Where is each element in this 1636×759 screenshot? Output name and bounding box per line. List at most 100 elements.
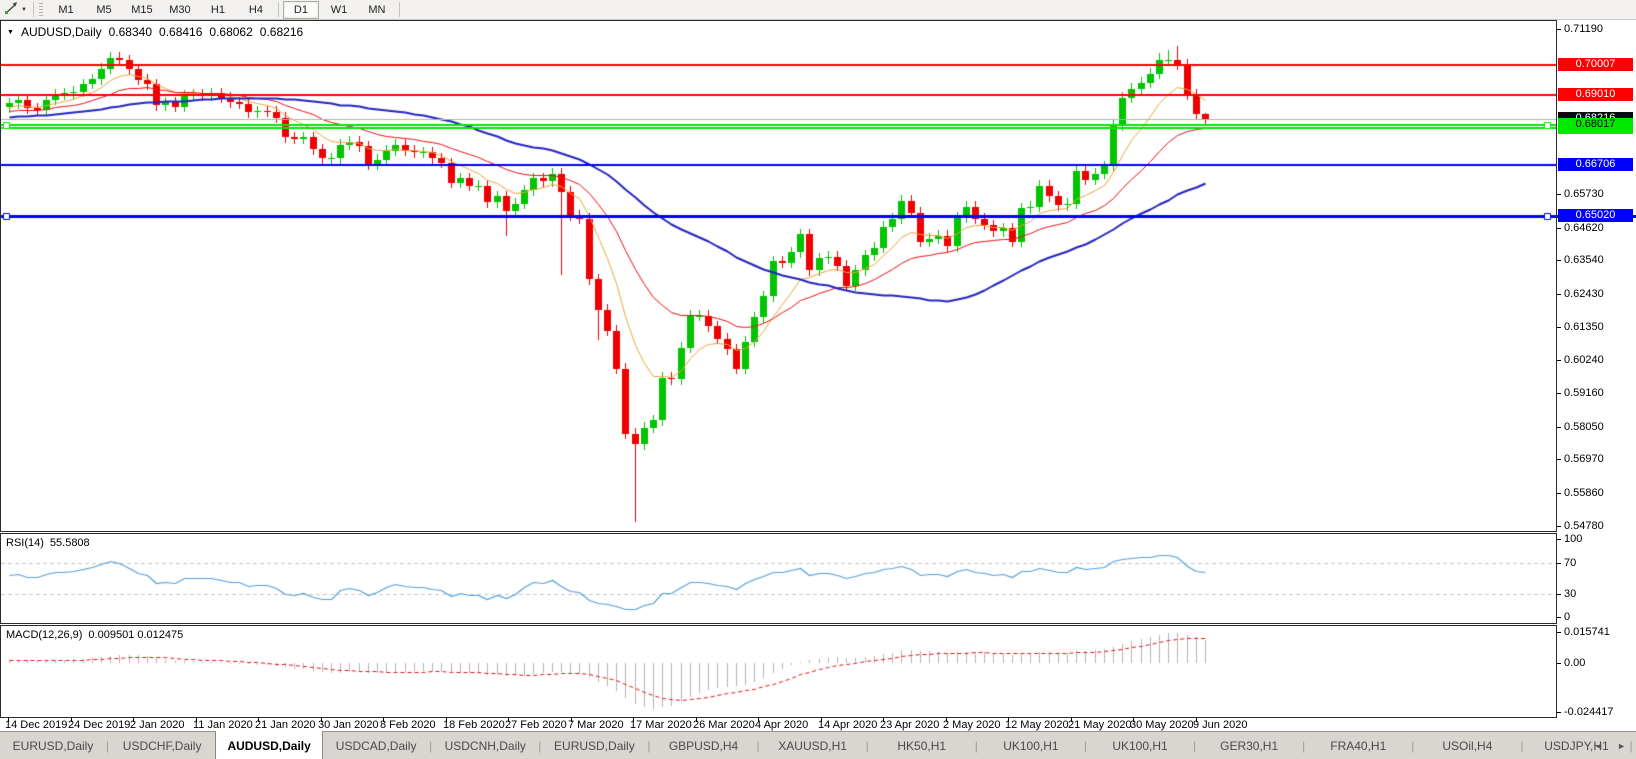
chart-tab-fra40-h1[interactable]: FRA40,H1 (1330, 739, 1387, 753)
timeframe-button-h4[interactable]: H4 (248, 3, 263, 16)
tab-separator: | (1083, 739, 1087, 753)
axis-tick-mark (1557, 493, 1561, 494)
chart-tab-hk50-h1[interactable]: HK50,H1 (897, 739, 947, 753)
date-label: 14 Dec 2019 (5, 719, 68, 731)
date-label: 26 Mar 2020 (693, 719, 755, 731)
chart-tab-usdchf-daily[interactable]: USDCHF,Daily (122, 739, 202, 753)
price-line-tag-0.69010[interactable]: 0.69010 (1558, 88, 1633, 101)
line-tool-button[interactable]: ▼ (0, 1, 30, 18)
axis-tick-mark (1557, 459, 1561, 460)
date-label: 30 Jan 2020 (318, 719, 379, 731)
price-line-tag-0.70007[interactable]: 0.70007 (1558, 58, 1633, 71)
date-label: 2 May 2020 (943, 719, 1001, 731)
price-line-tag-0.66706[interactable]: 0.66706 (1558, 158, 1633, 171)
chart-tab-gbpusd-h4[interactable]: GBPUSD,H4 (668, 739, 739, 753)
chart-tab-usdjpy-h1[interactable]: USDJPY,H1 (1544, 739, 1609, 753)
axis-label: 0.59160 (1564, 387, 1604, 399)
date-label: 30 May 2020 (1130, 719, 1194, 731)
axis-tick-mark (1557, 594, 1561, 595)
tab-scroll-right-icon[interactable]: ► (1617, 741, 1626, 751)
timeframe-button-w1[interactable]: W1 (330, 3, 348, 16)
timeframe-button-mn[interactable]: MN (368, 3, 386, 16)
date-tick-mark (1071, 718, 1072, 722)
axis-label: 70 (1564, 557, 1577, 569)
axis-label: 0.64620 (1564, 222, 1604, 234)
macd-values: 0.009501 0.012475 (88, 629, 184, 641)
axis-tick-mark (1557, 393, 1561, 394)
chart-tab-eurusd-daily[interactable]: EURUSD,Daily (12, 739, 94, 753)
date-label: 18 Feb 2020 (443, 719, 505, 731)
date-label: 11 Jan 2020 (193, 719, 253, 731)
date-label: 14 Apr 2020 (818, 719, 878, 731)
axis-label: 0.61350 (1564, 321, 1604, 333)
date-tick-mark (571, 718, 572, 722)
chart-tab-eurusd-daily[interactable]: EURUSD,Daily (554, 739, 635, 753)
date-tick-mark (883, 718, 884, 722)
axis-tick-mark (1557, 29, 1561, 30)
ohlc-open: 0.68340 (108, 25, 153, 39)
tab-separator: | (1193, 739, 1197, 753)
chart-tab-audusd-daily[interactable]: AUDUSD,Daily (215, 731, 324, 759)
axis-label: 0.55860 (1564, 487, 1604, 499)
date-label: 17 Mar 2020 (630, 719, 692, 731)
timeframe-button-m30[interactable]: M30 (169, 3, 191, 16)
axis-label: 0.56970 (1564, 453, 1604, 465)
axis-tick-mark (1557, 360, 1561, 361)
rsi-label: RSI(14) 55.5808 (6, 537, 90, 549)
toolbar-grip-handle[interactable] (38, 3, 43, 16)
macd-label: MACD(12,26,9) 0.009501 0.012475 (6, 629, 183, 641)
date-label: 12 May 2020 (1005, 719, 1069, 731)
price-line-tag-0.65020[interactable]: 0.65020 (1558, 209, 1633, 222)
date-label: 23 Apr 2020 (880, 719, 940, 731)
timeframe-button-m1[interactable]: M1 (58, 3, 74, 16)
timeframe-button-h1[interactable]: H1 (210, 3, 225, 16)
price-chart-canvas[interactable] (1, 21, 1556, 531)
line-tool-icon (4, 1, 19, 18)
date-tick-mark (821, 718, 822, 722)
dropdown-caret-icon[interactable]: ▼ (21, 6, 27, 13)
axis-label: 0.62430 (1564, 288, 1604, 300)
axis-label: 0.00 (1564, 657, 1586, 669)
axis-label: 100 (1564, 533, 1583, 545)
macd-canvas[interactable] (1, 626, 1556, 717)
tab-separator: | (1411, 739, 1415, 753)
timeframe-button-d1[interactable]: D1 (282, 0, 319, 19)
date-tick-mark (258, 718, 259, 722)
tab-scroll-left-icon[interactable]: ◄ (1594, 741, 1604, 751)
tab-separator: | (429, 739, 433, 753)
date-tick-mark (1008, 718, 1009, 722)
axis-tick-mark (1557, 526, 1561, 527)
timeframe-button-m15[interactable]: M15 (131, 3, 153, 16)
tab-separator: | (865, 739, 869, 753)
tab-separator: | (1629, 739, 1633, 753)
axis-label: 0.65730 (1564, 188, 1604, 200)
toolbar-separator (398, 2, 400, 17)
tab-separator: | (974, 739, 978, 753)
chart-tab-usoil-h4[interactable]: USOil,H4 (1442, 739, 1493, 753)
tab-scroll-arrows: ◄ ► (1594, 732, 1626, 759)
rsi-canvas[interactable] (1, 534, 1556, 623)
date-tick-mark (383, 718, 384, 722)
rsi-name: RSI(14) (6, 537, 44, 549)
chart-tab-uk100-h1[interactable]: UK100,H1 (1003, 739, 1059, 753)
timeframe-button-m5[interactable]: M5 (96, 3, 112, 16)
chart-tab-xauusd-h1[interactable]: XAUUSD,H1 (778, 739, 847, 753)
price-line-tag-0.68017[interactable]: 0.68017 (1558, 118, 1633, 131)
toolbar-separator (277, 2, 279, 17)
chart-tab-ger30-h1[interactable]: GER30,H1 (1220, 739, 1279, 753)
date-tick-mark (1133, 718, 1134, 722)
axis-tick-mark (1557, 563, 1561, 564)
chart-tab-usdcad-daily[interactable]: USDCAD,Daily (335, 739, 417, 753)
time-axis[interactable]: 14 Dec 2019 24 Dec 2019 2 Jan 2020 11 Jan 2… (0, 718, 1636, 731)
date-tick-mark (71, 718, 72, 722)
chart-tab-uk100-h1[interactable]: UK100,H1 (1112, 739, 1168, 753)
chart-tab-dj30-daily[interactable]: DJ30,Daily (1633, 732, 1636, 759)
tab-separator: | (106, 739, 110, 753)
chart-tab-usdcnh-daily[interactable]: USDCNH,Daily (444, 739, 526, 753)
rsi-indicator-pane: RSI(14) 55.5808 (0, 533, 1557, 624)
title-collapse-icon[interactable]: ▼ (7, 28, 14, 36)
date-label: 9 Jun 2020 (1193, 719, 1248, 731)
chart-title: ▼ AUDUSD,Daily 0.68340 0.68416 0.68062 0… (7, 25, 303, 39)
ohlc-high: 0.68416 (159, 25, 203, 39)
axis-label: 0.71190 (1564, 23, 1603, 35)
